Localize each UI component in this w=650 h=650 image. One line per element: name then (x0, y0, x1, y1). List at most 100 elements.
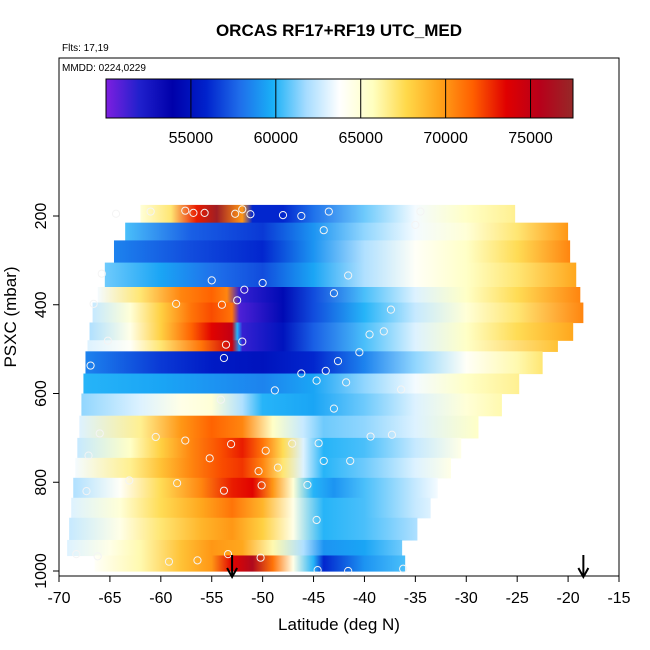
observation-marker (246, 210, 255, 219)
arrow-head (577, 567, 590, 580)
observation-marker (314, 439, 323, 448)
observation-marker (312, 515, 321, 525)
flights-label: Flts: 17,19 (62, 43, 109, 54)
colorbar-gradient (105, 78, 574, 119)
observation-marker (86, 361, 95, 370)
x-tick-label: -25 (506, 590, 529, 607)
observation-marker (321, 366, 330, 375)
observation-marker (258, 278, 267, 288)
colorbar: 55000 60000 65000 70000 75000 (105, 78, 574, 147)
x-tick-label: -15 (607, 590, 630, 607)
observation-marker (312, 376, 321, 385)
heatmap-row (85, 351, 543, 375)
x-tick-label: -65 (98, 590, 121, 607)
heatmap-row (73, 477, 438, 499)
observation-marker (240, 285, 249, 294)
x-tick-label: -50 (251, 590, 274, 607)
observation-marker (189, 208, 198, 217)
y-axis-label: PSXC (mbar) (1, 266, 20, 367)
heatmap-row (89, 322, 574, 341)
observation-marker (333, 357, 343, 366)
observation-marker (93, 552, 102, 561)
colorbar-tick-label: 75000 (508, 130, 553, 147)
observation-marker (173, 479, 182, 488)
observation-marker (346, 456, 355, 466)
observation-marker (297, 369, 306, 378)
x-tick-label: -55 (200, 590, 223, 607)
marker-layer (72, 205, 425, 576)
heatmap-row (140, 204, 516, 224)
observation-marker (111, 209, 121, 218)
observation-marker (95, 429, 104, 438)
observation-marker (386, 305, 396, 314)
observation-marker (219, 486, 229, 495)
observation-marker (205, 454, 214, 463)
observation-marker (238, 205, 247, 214)
observation-marker (103, 336, 112, 345)
x-tick-label: -30 (455, 590, 478, 607)
observation-marker (344, 566, 353, 576)
heatmap-row (75, 457, 452, 479)
y-tick-label: 1000 (33, 553, 50, 589)
arrow-head (226, 567, 238, 580)
y-tick-label: 400 (33, 291, 50, 318)
y-tick-label: 200 (33, 203, 50, 230)
observation-marker (261, 446, 270, 455)
observation-marker (146, 207, 155, 216)
x-tick-label: -20 (557, 590, 580, 607)
observation-marker (125, 476, 134, 485)
observation-marker (231, 209, 240, 218)
heatmap-row (104, 262, 577, 288)
observation-marker (379, 327, 388, 336)
observation-marker (387, 430, 397, 439)
colorbar-tick-label: 60000 (254, 130, 299, 147)
observation-marker (97, 269, 106, 278)
observation-marker (82, 487, 91, 496)
observation-marker (411, 220, 420, 229)
heatmap-row (77, 437, 462, 459)
observation-marker (171, 299, 181, 308)
x-tick-label: -45 (302, 590, 325, 607)
observation-marker (216, 395, 225, 404)
observation-marker (151, 432, 160, 442)
observation-marker (193, 556, 202, 565)
observation-marker (221, 340, 231, 349)
heatmap-row (97, 287, 581, 304)
observation-marker (355, 348, 364, 357)
heatmap-row (83, 373, 520, 395)
heatmap-row (69, 517, 418, 541)
observation-marker (223, 550, 233, 559)
observation-marker (288, 439, 297, 448)
observation-marker (238, 337, 247, 346)
observation-marker (84, 451, 93, 460)
axes: -70 -65 -60 -55 -50 -45 -40 -35 -30 -25 -20 -15 200 4… (33, 203, 631, 607)
colorbar-tick-label: 55000 (169, 130, 214, 147)
observation-marker (399, 564, 408, 573)
observation-marker (397, 385, 406, 394)
x-tick-label: -40 (353, 590, 376, 607)
observation-marker (254, 467, 263, 476)
observation-marker (164, 557, 174, 566)
heatmap-row (92, 302, 584, 324)
observation-marker (200, 208, 209, 217)
observation-marker (72, 550, 81, 559)
plot-frame (58, 57, 620, 577)
x-axis-label: Latitude (deg N) (278, 615, 400, 634)
dates-label: MMDD: 0224,0229 (62, 63, 146, 74)
heatmap-row (94, 555, 406, 572)
observation-marker (257, 481, 266, 490)
observation-marker (278, 211, 288, 220)
colorbar-tick-label: 65000 (338, 130, 383, 147)
heatmap-row (67, 539, 403, 557)
observation-marker (319, 456, 328, 466)
observation-marker (297, 211, 306, 221)
arrow-layer (226, 555, 590, 580)
observation-marker (365, 330, 374, 339)
observation-marker (233, 296, 242, 305)
observation-marker (207, 276, 216, 285)
x-tick-label: -70 (47, 590, 70, 607)
heatmap-row (87, 340, 558, 352)
x-tick-label: -35 (404, 590, 427, 607)
